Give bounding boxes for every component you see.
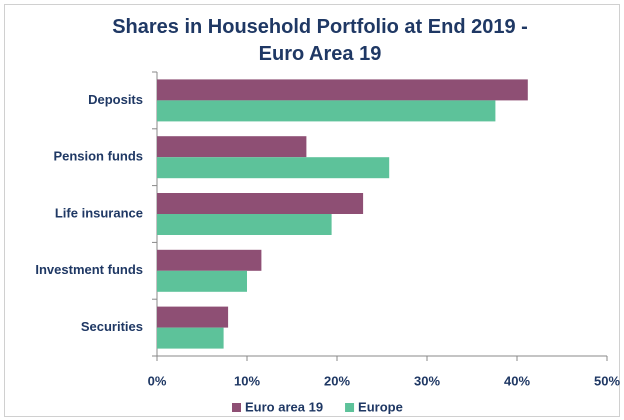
bar xyxy=(157,306,229,328)
x-tick-label: 10% xyxy=(234,373,260,388)
bar xyxy=(157,136,307,158)
bar xyxy=(157,157,390,179)
y-tick-label: Investment funds xyxy=(35,262,143,277)
y-tick-label: Deposits xyxy=(88,92,143,107)
y-tick-label: Life insurance xyxy=(55,205,143,220)
x-tick-label: 50% xyxy=(594,373,620,388)
y-tick-label: Securities xyxy=(81,319,143,334)
x-tick-label: 40% xyxy=(504,373,530,388)
bar xyxy=(157,327,224,349)
x-tick-label: 30% xyxy=(414,373,440,388)
bar xyxy=(157,193,364,214)
y-tick-label: Pension funds xyxy=(53,149,143,164)
legend-label: Europe xyxy=(358,399,403,414)
chart-frame xyxy=(4,4,620,417)
x-tick-label: 20% xyxy=(324,373,350,388)
bar xyxy=(157,270,247,292)
bar xyxy=(157,214,332,235)
x-tick-label: 0% xyxy=(148,373,167,388)
chart-title: Shares in Household Portfolio at End 201… xyxy=(112,16,528,65)
legend-swatch xyxy=(232,403,241,412)
bar xyxy=(157,249,262,271)
legend-label: Euro area 19 xyxy=(245,399,323,414)
bar xyxy=(157,79,528,101)
bar xyxy=(157,100,496,122)
legend-swatch xyxy=(345,403,355,412)
